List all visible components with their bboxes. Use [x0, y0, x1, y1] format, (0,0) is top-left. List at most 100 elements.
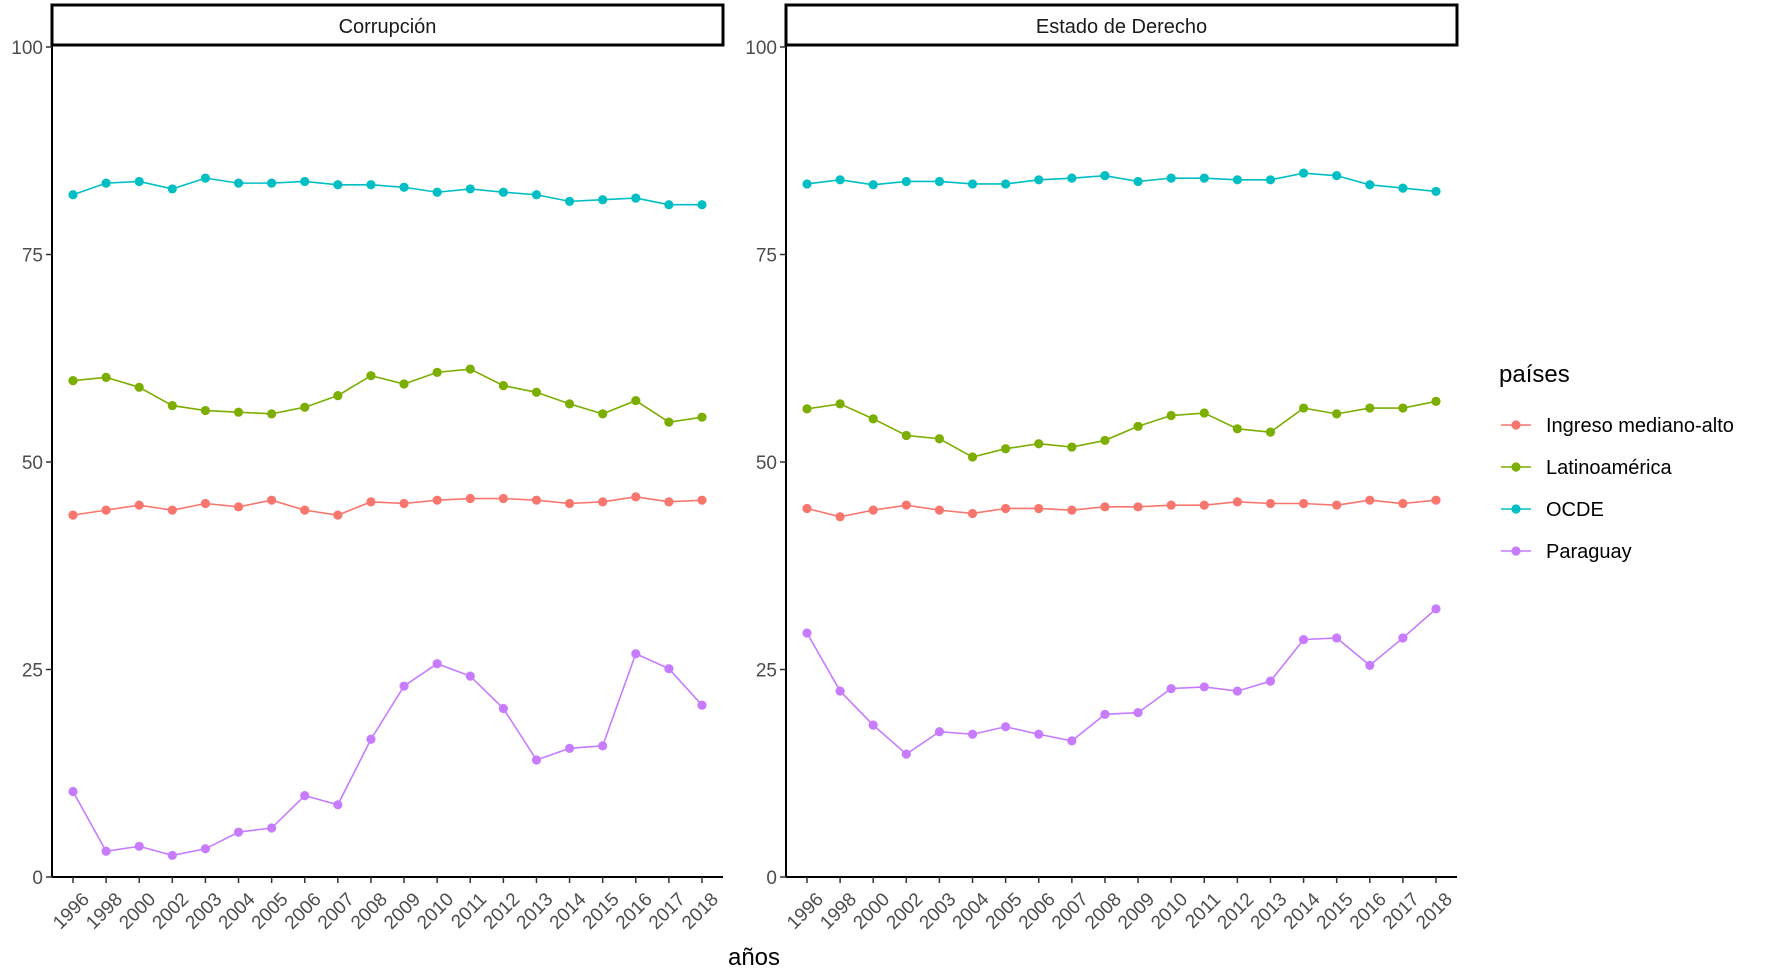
- point-corrupcion-ingreso-mediano-alto-1996: [68, 510, 78, 520]
- point-estado-de-derecho-ocde-2006: [1034, 175, 1044, 185]
- point-estado-de-derecho-latinoamerica-1996: [802, 404, 812, 414]
- point-estado-de-derecho-ocde-2009: [1133, 176, 1143, 187]
- x-tick-label-corrupcion-2008: 2008: [347, 889, 392, 934]
- x-tick-label-estado-de-derecho-2018: 2018: [1412, 889, 1457, 934]
- point-estado-de-derecho-paraguay-2018: [1431, 604, 1441, 614]
- x-tick-label-corrupcion-2012: 2012: [480, 889, 525, 934]
- x-tick-label-estado-de-derecho-2000: 2000: [849, 889, 894, 934]
- series-line-estado-de-derecho-paraguay: [806, 608, 1437, 756]
- x-tick-label-corrupcion-1998: 1998: [82, 889, 127, 934]
- x-tick-label-estado-de-derecho-2013: 2013: [1247, 889, 1292, 934]
- x-tick-label-corrupcion-2013: 2013: [513, 889, 558, 934]
- x-tick-label-estado-de-derecho-2017: 2017: [1379, 889, 1424, 934]
- point-corrupcion-paraguay-2013: [531, 755, 542, 765]
- point-corrupcion-latinoamerica-1998: [101, 372, 111, 382]
- point-estado-de-derecho-ocde-2012: [1232, 175, 1242, 185]
- point-corrupcion-ocde-2009: [399, 182, 409, 192]
- x-tick-label-estado-de-derecho-2011: 2011: [1181, 889, 1225, 933]
- point-corrupcion-paraguay-2008: [366, 734, 376, 744]
- point-corrupcion-paraguay-2018: [697, 700, 707, 710]
- x-tick-label-corrupcion-1996: 1996: [49, 889, 94, 934]
- point-corrupcion-latinoamerica-2002: [167, 400, 177, 411]
- point-corrupcion-ingreso-mediano-alto-2006: [300, 505, 310, 515]
- x-tick-label-estado-de-derecho-2003: 2003: [916, 889, 961, 934]
- point-estado-de-derecho-ocde-2014: [1298, 168, 1309, 178]
- point-corrupcion-ocde-2018: [697, 200, 707, 210]
- y-tick-label-corrupcion-100: 100: [11, 38, 43, 59]
- point-corrupcion-ocde-2011: [465, 184, 475, 194]
- point-estado-de-derecho-paraguay-2002: [901, 749, 911, 759]
- point-estado-de-derecho-paraguay-2006: [1034, 729, 1044, 739]
- y-tick-label-estado-de-derecho-25: 25: [756, 661, 777, 682]
- point-corrupcion-latinoamerica-2013: [531, 387, 542, 397]
- x-tick-label-corrupcion-2016: 2016: [612, 889, 657, 934]
- point-corrupcion-ingreso-mediano-alto-2015: [598, 497, 608, 507]
- x-tick-label-corrupcion-2014: 2014: [546, 889, 591, 934]
- point-corrupcion-ingreso-mediano-alto-2009: [399, 498, 409, 509]
- point-estado-de-derecho-paraguay-2010: [1166, 683, 1176, 694]
- strip-corrupcion: [50, 3, 725, 47]
- point-corrupcion-latinoamerica-2000: [134, 382, 144, 392]
- point-estado-de-derecho-paraguay-2016: [1365, 660, 1375, 670]
- x-axis-title: años: [728, 944, 780, 971]
- point-corrupcion-paraguay-2011: [465, 671, 475, 681]
- point-estado-de-derecho-ingreso-mediano-alto-2014: [1298, 498, 1309, 509]
- point-corrupcion-paraguay-2010: [432, 659, 442, 669]
- point-corrupcion-ingreso-mediano-alto-2008: [366, 497, 376, 507]
- point-estado-de-derecho-ingreso-mediano-alto-2006: [1034, 503, 1044, 514]
- point-estado-de-derecho-paraguay-1996: [802, 628, 812, 638]
- series-line-estado-de-derecho-ocde: [806, 172, 1437, 193]
- series-line-estado-de-derecho-ingreso-mediano-alto: [806, 499, 1437, 518]
- point-corrupcion-ocde-2007: [333, 180, 343, 190]
- legend-label-ingreso-mediano-alto: Ingreso mediano-alto: [1546, 415, 1734, 437]
- point-corrupcion-latinoamerica-2007: [333, 391, 343, 401]
- point-estado-de-derecho-ocde-2003: [934, 176, 945, 187]
- point-corrupcion-ingreso-mediano-alto-2010: [432, 495, 442, 505]
- point-estado-de-derecho-ingreso-mediano-alto-2007: [1067, 505, 1077, 515]
- point-corrupcion-latinoamerica-2004: [233, 407, 244, 417]
- point-estado-de-derecho-ingreso-mediano-alto-2003: [934, 505, 945, 515]
- point-corrupcion-paraguay-2004: [233, 827, 244, 837]
- point-estado-de-derecho-latinoamerica-2007: [1067, 442, 1077, 452]
- point-estado-de-derecho-ingreso-mediano-alto-2000: [868, 505, 878, 515]
- point-corrupcion-ingreso-mediano-alto-1998: [101, 505, 111, 515]
- point-corrupcion-ingreso-mediano-alto-2017: [664, 497, 674, 507]
- point-corrupcion-ingreso-mediano-alto-2013: [531, 495, 542, 505]
- legend-key-point-ingreso-mediano-alto: [1511, 420, 1521, 430]
- point-corrupcion-ingreso-mediano-alto-2004: [233, 502, 244, 512]
- legend-label-latinoamerica: Latinoamérica: [1546, 457, 1673, 479]
- point-estado-de-derecho-paraguay-2008: [1100, 709, 1110, 719]
- point-corrupcion-ocde-1998: [101, 178, 111, 188]
- point-corrupcion-ingreso-mediano-alto-2007: [333, 510, 343, 520]
- x-tick-label-estado-de-derecho-2016: 2016: [1346, 889, 1391, 934]
- point-estado-de-derecho-ocde-2005: [1001, 179, 1011, 189]
- point-corrupcion-paraguay-2015: [598, 741, 608, 751]
- legend-items: Ingreso mediano-alto Latinoamérica OCDE Par…: [1501, 415, 1734, 563]
- point-corrupcion-ingreso-mediano-alto-2005: [267, 495, 277, 505]
- point-estado-de-derecho-paraguay-2013: [1265, 676, 1276, 686]
- legend-key-point-latinoamerica: [1511, 462, 1521, 472]
- point-estado-de-derecho-ingreso-mediano-alto-2008: [1100, 502, 1110, 512]
- point-estado-de-derecho-latinoamerica-2010: [1166, 410, 1176, 421]
- point-estado-de-derecho-ocde-2016: [1365, 180, 1375, 190]
- point-estado-de-derecho-ocde-2013: [1265, 175, 1276, 185]
- point-estado-de-derecho-paraguay-2012: [1232, 686, 1242, 696]
- x-tick-label-corrupcion-2010: 2010: [413, 889, 458, 934]
- strip-estado-de-derecho: [784, 3, 1459, 47]
- point-corrupcion-latinoamerica-2012: [498, 381, 508, 391]
- point-corrupcion-ocde-2003: [200, 173, 211, 183]
- legend-title: países: [1499, 361, 1570, 388]
- series-line-corrupcion-paraguay: [72, 652, 703, 857]
- point-corrupcion-latinoamerica-2018: [697, 412, 707, 422]
- series-layer-estado-de-derecho: [802, 168, 1441, 759]
- panel-title-estado-de-derecho: Estado de Derecho: [1036, 16, 1207, 38]
- x-tick-label-corrupcion-2004: 2004: [215, 889, 260, 934]
- point-estado-de-derecho-ocde-2007: [1067, 173, 1077, 183]
- series-layer-corrupcion: [68, 173, 707, 861]
- y-tick-label-estado-de-derecho-0: 0: [766, 868, 777, 889]
- series-line-corrupcion-ingreso-mediano-alto: [72, 496, 703, 516]
- y-tick-label-estado-de-derecho-100: 100: [745, 38, 777, 59]
- point-corrupcion-paraguay-2000: [134, 841, 144, 851]
